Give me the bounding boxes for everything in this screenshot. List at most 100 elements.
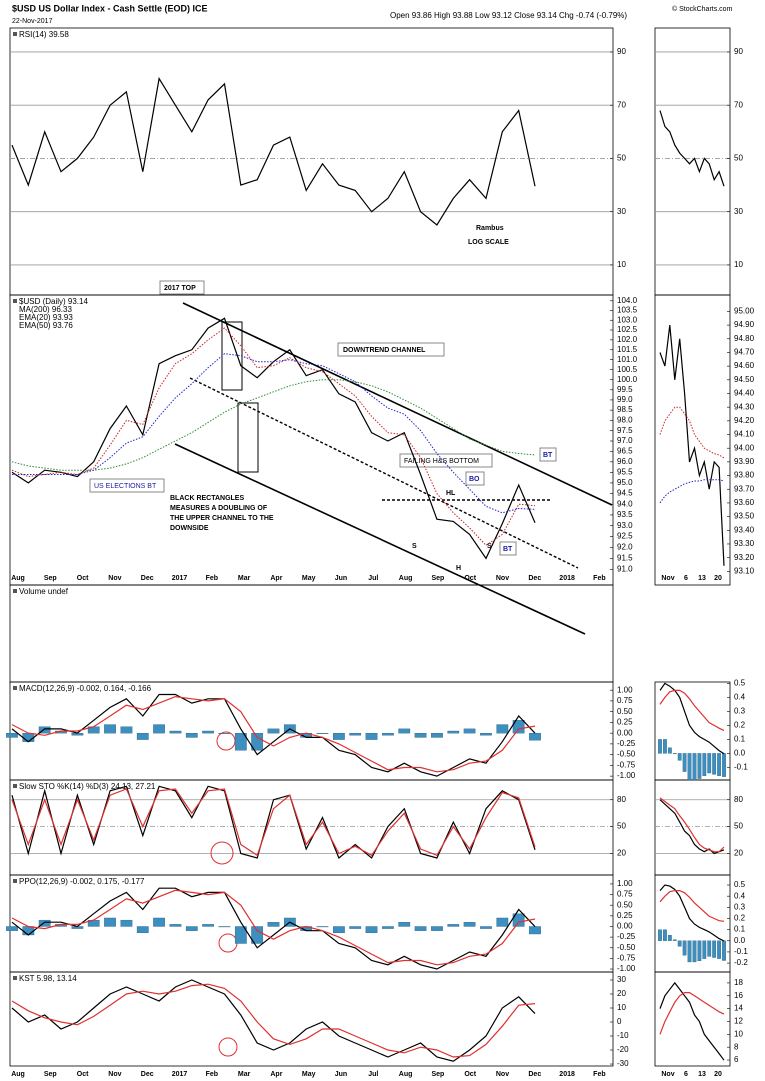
annotation: DOWNTREND CHANNEL <box>343 347 426 354</box>
annotation: MEASURES A DOUBLING OF <box>170 505 268 512</box>
legend-entry: EMA(20) 93.93 <box>19 313 73 322</box>
legend-marker <box>13 32 17 36</box>
histogram-bar <box>667 747 672 754</box>
x-tick-label: Oct <box>77 575 89 582</box>
histogram-bar <box>512 913 525 927</box>
histogram-bar <box>169 730 182 734</box>
highlight-circle <box>210 841 234 865</box>
x-tick-label: Aug <box>399 575 413 582</box>
annotation: H <box>456 565 461 572</box>
y-tick-label: -1.00 <box>617 964 636 973</box>
y-tick-label: 0.0 <box>734 749 746 758</box>
y-tick-label: 0.4 <box>734 693 746 702</box>
y-tick-label: 10 <box>734 260 743 269</box>
histogram-bar <box>722 940 726 961</box>
x-tick-label: Sep <box>44 1071 57 1078</box>
y-tick-label: 80 <box>734 795 743 804</box>
histogram-bar <box>658 739 662 754</box>
histogram-bar <box>687 753 692 781</box>
histogram-bar <box>120 726 133 734</box>
y-tick-label: 93.40 <box>734 525 755 534</box>
y-tick-label: 30 <box>617 975 626 984</box>
x-tick-label: Aug <box>11 1071 25 1078</box>
y-tick-label: 30 <box>617 207 626 216</box>
y-tick-label: 10 <box>734 1029 743 1038</box>
y-tick-label: 8 <box>734 1042 739 1051</box>
y-tick-label: 16 <box>734 991 743 1000</box>
histogram-bar <box>717 753 721 776</box>
y-tick-label: 93.70 <box>734 484 755 493</box>
x-tick-label: 6 <box>684 575 688 582</box>
y-tick-label: 50 <box>734 154 743 163</box>
x-tick-label: 13 <box>698 575 706 582</box>
annotation: 2017 TOP <box>164 285 196 292</box>
y-tick-label: 94.70 <box>734 348 755 357</box>
histogram-bar <box>667 935 672 941</box>
highlight-circle <box>218 1037 238 1057</box>
callout <box>539 447 557 462</box>
histogram-bar <box>672 753 677 755</box>
y-tick-label: 101.0 <box>617 355 638 364</box>
y-tick-label: 70 <box>617 100 626 109</box>
y-tick-label: 96.0 <box>617 457 633 466</box>
series-line <box>11 695 536 773</box>
y-tick-label: 95.00 <box>734 307 755 316</box>
histogram-bar <box>663 739 667 754</box>
x-tick-label: 2017 <box>172 1071 188 1078</box>
histogram-bar <box>22 732 35 742</box>
annotation: S <box>412 543 417 550</box>
histogram-bar <box>6 732 18 738</box>
x-tick-label: Aug <box>11 575 25 582</box>
panel-frame <box>654 294 731 586</box>
channel-line <box>174 443 586 635</box>
y-tick-label: -0.2 <box>734 958 748 967</box>
y-tick-label: 99.0 <box>617 395 633 404</box>
histogram-bar <box>496 724 509 734</box>
histogram-bar <box>707 940 712 957</box>
x-tick-label: Apr <box>270 575 282 582</box>
y-tick-label: 0.00 <box>617 728 633 737</box>
histogram-bar <box>463 728 476 734</box>
y-tick-label: 0 <box>617 1017 622 1026</box>
y-tick-label: 98.5 <box>617 405 633 414</box>
histogram-bar <box>529 926 541 935</box>
quote: Open 93.86 High 93.88 Low 93.12 Close 93… <box>390 11 627 20</box>
histogram-bar <box>414 926 427 931</box>
histogram-bar <box>218 926 231 928</box>
x-tick-label: Sep <box>431 575 444 582</box>
histogram-bar <box>185 732 198 738</box>
y-tick-label: 12 <box>734 1017 743 1026</box>
y-tick-label: 0.75 <box>617 890 633 899</box>
y-tick-label: 20 <box>734 849 743 858</box>
annotation: BLACK RECTANGLES <box>170 495 244 502</box>
chart-title: $USD US Dollar Index - Cash Settle (EOD)… <box>12 3 208 13</box>
y-tick-label: -0.50 <box>617 943 636 952</box>
y-tick-label: 103.0 <box>617 315 638 324</box>
y-tick-label: 0.1 <box>734 925 746 934</box>
histogram-bar <box>349 732 362 736</box>
x-tick-label: Oct <box>464 1071 476 1078</box>
series-line <box>659 682 725 755</box>
series-line <box>11 327 536 546</box>
y-tick-label: 0.25 <box>617 718 633 727</box>
y-tick-label: -0.50 <box>617 750 636 759</box>
y-tick-label: 92.0 <box>617 543 633 552</box>
y-tick-label: 94.50 <box>734 375 755 384</box>
histogram-bar <box>512 720 525 734</box>
y-tick-label: 100.5 <box>617 365 638 374</box>
y-tick-label: 0.2 <box>734 721 746 730</box>
histogram-bar <box>349 926 362 929</box>
annotation: Rambus <box>476 225 504 232</box>
x-tick-label: Dec <box>141 575 154 582</box>
legend-marker <box>13 589 17 593</box>
y-tick-label: 1.00 <box>617 685 633 694</box>
y-tick-label: 50 <box>734 822 743 831</box>
y-tick-label: 0.50 <box>617 900 633 909</box>
histogram-bar <box>529 732 541 741</box>
annotation: BT <box>503 546 513 553</box>
y-tick-label: 93.10 <box>734 566 755 575</box>
series-line <box>659 797 725 853</box>
panel-title: RSI(14) 39.58 <box>19 30 69 39</box>
series-line <box>659 689 725 731</box>
